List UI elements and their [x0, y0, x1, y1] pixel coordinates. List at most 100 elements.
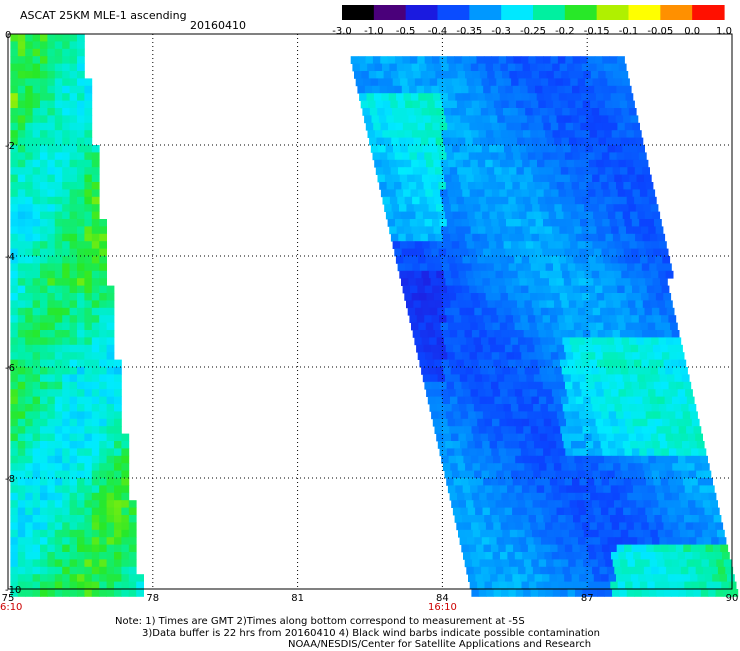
- swath-cell: [397, 263, 406, 272]
- swath-cell: [54, 307, 63, 316]
- swath-cell: [600, 145, 608, 153]
- swath-cell: [710, 500, 718, 508]
- swath-cell: [17, 41, 26, 50]
- swath-cell: [457, 167, 465, 175]
- swath-cell: [417, 285, 426, 294]
- swath-cell: [625, 256, 634, 264]
- swath-cell: [626, 130, 635, 138]
- swath-cell: [564, 182, 572, 190]
- swath-cell: [652, 537, 660, 545]
- swath-cell: [567, 196, 576, 205]
- swath-cell: [412, 263, 421, 272]
- swath-cell: [667, 507, 676, 516]
- swath-cell: [642, 300, 651, 309]
- swath-cell: [84, 426, 93, 434]
- swath-cell: [516, 559, 525, 568]
- swath-cell: [106, 589, 115, 597]
- swath-cell: [532, 529, 540, 538]
- swath-cell: [558, 515, 566, 523]
- swath-cell: [569, 529, 577, 538]
- swath-cell: [596, 293, 605, 301]
- swath-cell: [618, 226, 627, 235]
- swath-cell: [540, 470, 549, 479]
- swath-cell: [47, 411, 56, 420]
- swath-cell: [479, 559, 488, 568]
- swath-cell: [535, 544, 544, 553]
- swath-cell: [77, 589, 85, 597]
- swath-cell: [462, 352, 470, 360]
- swath-cell: [675, 574, 683, 582]
- swath-cell: [114, 367, 122, 375]
- swath-cell: [595, 285, 603, 294]
- swath-cell: [519, 211, 527, 220]
- swath-cell: [493, 293, 501, 301]
- swath-cell: [527, 344, 535, 353]
- swath-cell: [672, 529, 681, 538]
- swath-cell: [32, 426, 41, 434]
- swath-cell: [522, 522, 531, 531]
- swath-cell: [458, 108, 467, 116]
- swath-cell: [523, 492, 532, 501]
- swath-cell: [627, 559, 636, 568]
- swath-cell: [585, 307, 594, 316]
- swath-cell: [10, 322, 19, 331]
- swath-cell: [540, 78, 549, 87]
- swath-cell: [544, 455, 553, 464]
- swath-cell: [482, 278, 491, 286]
- swath-cell: [652, 344, 661, 353]
- swath-cell: [422, 241, 430, 249]
- swath-cell: [442, 100, 450, 109]
- swath-cell: [47, 507, 56, 516]
- swath-cell: [17, 507, 26, 516]
- swath-cell: [577, 241, 586, 249]
- swath-cell: [10, 566, 19, 575]
- swath-cell: [627, 167, 636, 175]
- swath-cell: [457, 137, 466, 146]
- swath-cell: [600, 211, 609, 220]
- swath-cell: [69, 574, 78, 582]
- swath-cell: [10, 344, 19, 353]
- swath-cell: [628, 108, 637, 116]
- colorbar: -3.0 -1.0 -0.5 -0.4 -0.35 -0.3 -0.25 -0.2 -0.15-…: [332, 5, 732, 37]
- swath-cell: [545, 100, 554, 109]
- swath-cell: [550, 315, 558, 323]
- swath-cell: [586, 507, 594, 516]
- swath-cell: [618, 63, 627, 72]
- swath-cell: [598, 463, 607, 471]
- swath-cell: [414, 78, 423, 87]
- swath-cell: [521, 285, 529, 294]
- swath-cell: [47, 529, 56, 538]
- swath-cell: [649, 492, 658, 501]
- swath-cell: [62, 367, 70, 375]
- swath-cell: [77, 352, 85, 360]
- swath-cell: [492, 93, 501, 101]
- swath-cell: [570, 145, 579, 153]
- swath-cell: [559, 455, 568, 464]
- swath-cell: [460, 115, 469, 124]
- swath-cell: [641, 263, 650, 272]
- swath-cell: [40, 485, 48, 494]
- swath-cell: [47, 404, 56, 412]
- swath-cell: [574, 226, 582, 235]
- swath-cell: [40, 152, 48, 161]
- swath-cell: [390, 167, 399, 175]
- swath-cell: [541, 145, 549, 153]
- swath-cell: [84, 108, 93, 116]
- swath-cell: [91, 529, 100, 538]
- swath-cell: [664, 330, 673, 338]
- swath-cell: [114, 359, 122, 368]
- swath-cell: [436, 433, 444, 442]
- swath-cell: [54, 71, 63, 79]
- swath-cell: [446, 315, 455, 323]
- swath-cell: [452, 374, 461, 383]
- swath-cell: [643, 566, 652, 575]
- swath-cell: [584, 204, 592, 212]
- swath-cell: [708, 492, 717, 501]
- swath-cell: [99, 256, 107, 264]
- swath-cell: [91, 500, 100, 508]
- swath-cell: [515, 293, 524, 301]
- swath-cell: [556, 374, 564, 383]
- swath-cell: [498, 544, 507, 553]
- swath-cell: [69, 552, 78, 560]
- swath-cell: [622, 307, 631, 316]
